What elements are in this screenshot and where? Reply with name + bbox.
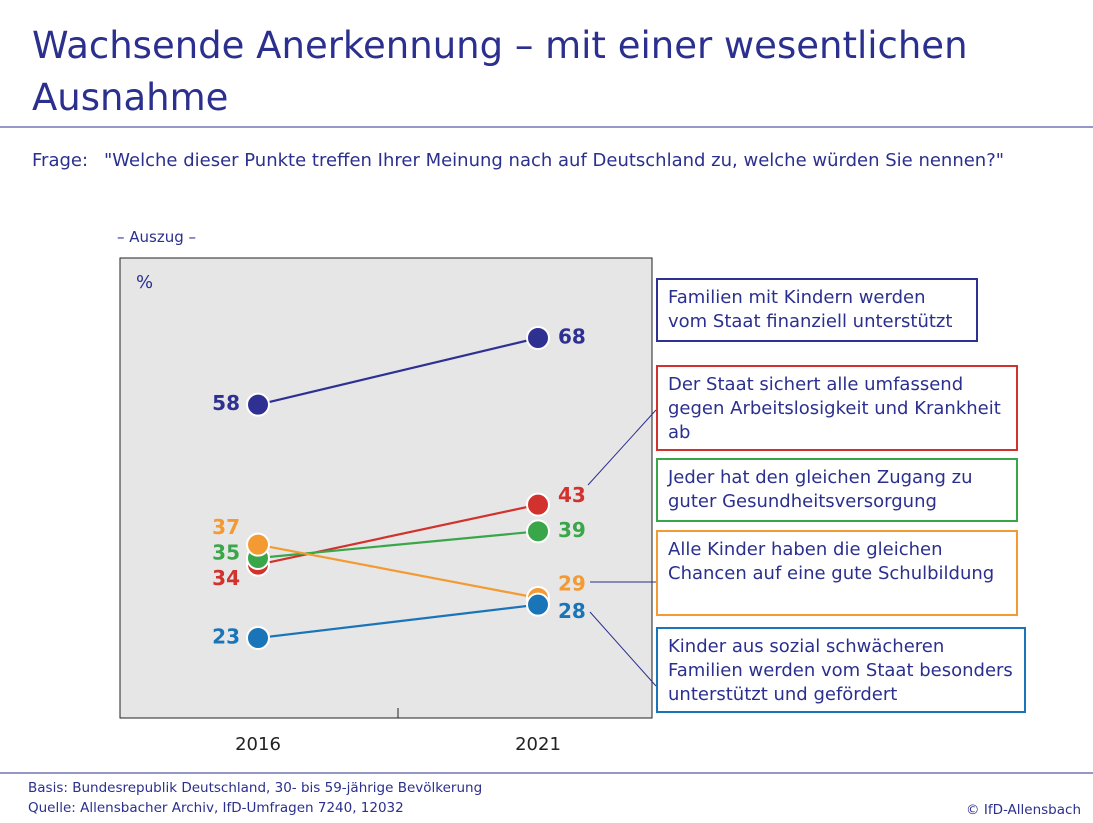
plot-area	[119, 257, 653, 719]
question-label: Frage:	[32, 150, 89, 171]
value-label: 34	[212, 566, 240, 590]
value-label: 68	[558, 325, 586, 349]
title: Wachsende Anerkennung – mit einer wesent…	[32, 24, 968, 119]
question: Frage: "Welche dieser Punkte treffen Ihre…	[32, 146, 1082, 176]
y-axis-label: %	[136, 272, 153, 293]
connector	[587, 409, 657, 486]
line	[257, 336, 539, 406]
point	[526, 519, 550, 544]
legend-entry: Familien mit Kindern werden vom Staat fi…	[656, 278, 978, 342]
line	[257, 603, 539, 640]
point	[246, 626, 270, 650]
x-tick-label: 2016	[235, 734, 281, 755]
connector	[589, 611, 657, 687]
value-label: 23	[212, 625, 240, 649]
legend-entry: Jeder hat den gleichen Zugang zu guter G…	[656, 458, 1018, 522]
value-label: 29	[558, 572, 586, 596]
value-label: 35	[212, 541, 240, 565]
value-label: 43	[558, 483, 586, 507]
x-tick-label: 2021	[515, 734, 561, 755]
legend-entry: Alle Kinder haben die gleichen Chancen a…	[656, 530, 1018, 616]
legend-entry: Der Staat sichert alle umfassend gegen A…	[656, 365, 1018, 451]
question-text: "Welche dieser Punkte treffen Ihrer Mein…	[104, 150, 1005, 171]
value-label: 58	[212, 391, 240, 415]
legend-entry: Kinder aus sozial schwächeren Familien w…	[656, 627, 1026, 713]
copyright: © IfD-Allensbach	[966, 802, 1081, 818]
value-label: 28	[558, 599, 586, 623]
value-label: 37	[212, 515, 240, 539]
point	[526, 592, 550, 617]
point	[526, 492, 550, 517]
point	[526, 326, 550, 350]
footer-source: Quelle: Allensbacher Archiv, IfD-Umfrage…	[28, 800, 404, 816]
point	[246, 532, 270, 557]
value-label: 39	[558, 518, 586, 542]
subtitle: – Auszug –	[117, 228, 197, 246]
point	[246, 392, 270, 417]
line	[257, 543, 539, 600]
footer-basis: Basis: Bundesrepublik Deutschland, 30- b…	[28, 780, 483, 796]
